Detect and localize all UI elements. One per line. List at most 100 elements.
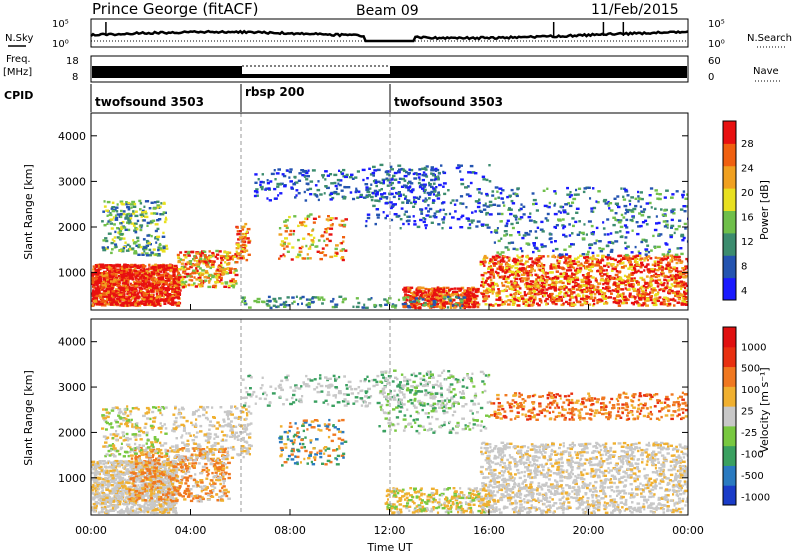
power-cell-cell — [355, 190, 358, 193]
power-cell-cell — [428, 207, 433, 211]
power-cell-cell — [475, 225, 479, 228]
power-cell-cell — [485, 287, 490, 290]
power-cell-cell — [655, 222, 659, 225]
power-cell-cell — [324, 170, 328, 173]
power-cell-cell — [580, 278, 584, 282]
power-cell-cell — [452, 291, 455, 294]
power-cell-cell — [109, 222, 113, 225]
power-cell-cell — [472, 294, 476, 298]
power-cell-cell — [577, 187, 582, 190]
power-cell-cell — [206, 265, 210, 268]
power-cell-cell — [540, 264, 544, 268]
power-cell-cell — [536, 261, 539, 265]
power-cell-cell — [304, 217, 307, 220]
power-cell-cell — [533, 283, 538, 286]
power-cell-cell — [539, 257, 543, 260]
power-cell-cell — [215, 249, 219, 253]
power-cell-cell — [200, 273, 204, 276]
power-cell-cell — [164, 218, 168, 221]
power-cell-cell — [531, 280, 535, 283]
power-cell-cell — [157, 295, 162, 299]
power-cell-cell — [576, 283, 580, 286]
power-cell-cell — [664, 286, 668, 290]
power-cell-cell — [476, 220, 481, 223]
power-cell-cell — [672, 284, 676, 288]
power-cell-cell — [567, 266, 571, 269]
power-cell-cell — [110, 251, 113, 255]
power-cell-cell — [498, 290, 501, 293]
power-cell-cell — [629, 203, 632, 206]
power-cell-cell — [555, 224, 559, 227]
power-cell-cell — [557, 266, 561, 269]
power-cell-cell — [604, 287, 607, 290]
power-cell-cell — [141, 211, 145, 214]
power-cell-cell — [91, 303, 94, 306]
power-cell-cell — [557, 288, 561, 291]
power-cell-cell — [554, 267, 558, 270]
power-cell-cell — [565, 300, 568, 304]
power-cell-cell — [140, 302, 144, 305]
power-cell-cell — [107, 295, 111, 298]
power-cell-cell — [553, 296, 557, 300]
power-cell-cell — [526, 256, 530, 259]
power-cell-cell — [640, 264, 645, 267]
power-cell-cell — [632, 289, 637, 292]
power-cell-cell — [496, 251, 500, 254]
power-cell-cell — [131, 302, 135, 305]
power-cell-cell — [95, 302, 99, 306]
power-cell-cell — [526, 233, 531, 236]
power-cell-cell — [200, 260, 204, 263]
power-cell-cell — [211, 260, 214, 263]
power-cell-cell — [676, 285, 681, 288]
power-cell-cell — [533, 269, 536, 272]
power-cell-cell — [649, 296, 653, 299]
power-cell-cell — [137, 253, 141, 256]
power-cell-cell — [407, 171, 411, 175]
power-cell-cell — [398, 194, 402, 198]
power-cell-cell — [167, 285, 170, 289]
power-cell-cell — [129, 248, 133, 251]
power-cell-cell — [515, 289, 519, 293]
power-cell-cell — [412, 215, 415, 218]
power-cell-cell — [131, 297, 136, 300]
power-cell-cell — [482, 280, 485, 283]
power-cell-cell — [144, 280, 147, 283]
power-cell-cell — [570, 278, 574, 281]
power-cell-cell — [545, 272, 549, 275]
power-cell-cell — [590, 265, 594, 268]
power-cell-cell — [131, 278, 135, 281]
power-cell-cell — [564, 259, 568, 262]
power-cell-cell — [128, 214, 133, 217]
power-cell-cell — [622, 198, 627, 201]
power-cell-cell — [211, 265, 215, 268]
power-cell-cell — [650, 249, 653, 252]
power-cell-cell — [164, 244, 168, 248]
power-cell-cell — [382, 211, 385, 214]
power-cell-cell — [427, 193, 432, 196]
power-cell-cell — [468, 299, 472, 302]
power-cell-cell — [104, 237, 108, 240]
power-cell-cell — [537, 260, 541, 263]
power-cell-cell — [523, 291, 526, 294]
power-cell-cell — [600, 299, 604, 302]
power-cell-cell — [216, 274, 221, 277]
power-cell-cell — [186, 274, 191, 277]
power-cell-cell — [165, 216, 167, 220]
power-cell-cell — [136, 264, 140, 268]
power-cell-cell — [141, 209, 145, 213]
power-cell-cell — [365, 195, 369, 199]
power-cell-cell — [670, 256, 675, 259]
power-cell-cell — [487, 289, 492, 292]
power-cell-cell — [176, 253, 180, 257]
power-cell-cell — [418, 168, 422, 171]
power-cell-cell — [287, 304, 290, 307]
power-cell-cell — [308, 187, 313, 191]
power-cell-cell — [465, 294, 469, 298]
power-cell-cell — [119, 249, 122, 252]
power-cell-cell — [612, 297, 617, 300]
power-cell-cell — [454, 290, 459, 294]
power-cell-cell — [662, 300, 666, 303]
power-cell-cell — [365, 220, 368, 223]
power-cell-cell — [498, 265, 503, 268]
power-cell-cell — [539, 289, 543, 292]
